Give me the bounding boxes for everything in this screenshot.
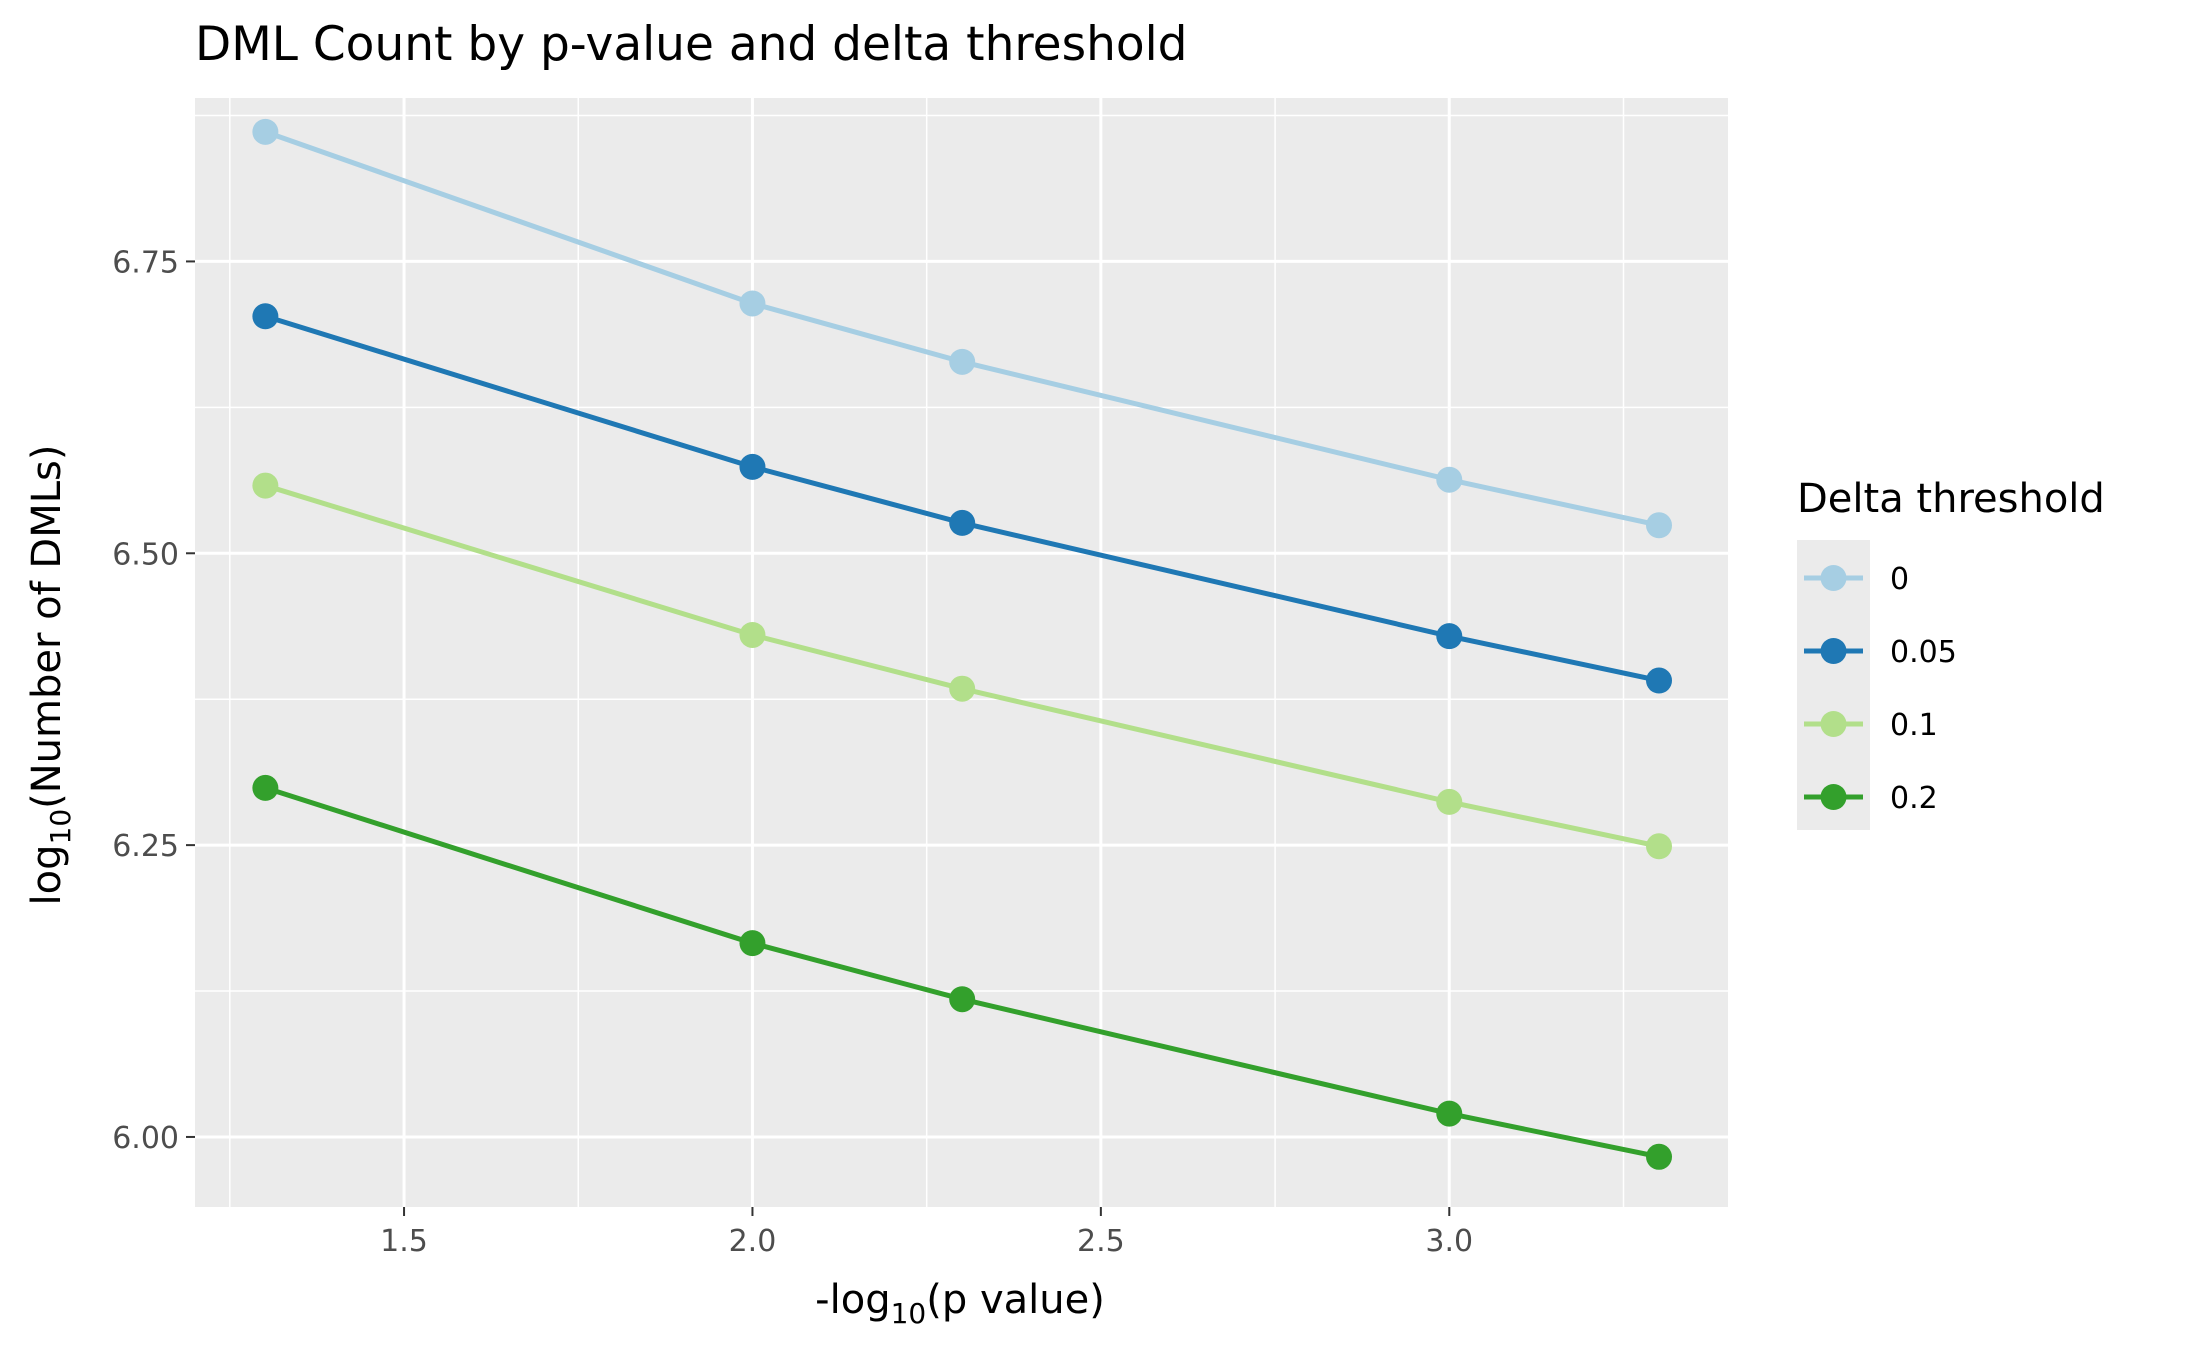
grid-major: [195, 98, 1728, 1207]
data-point: [252, 472, 279, 499]
data-point: [252, 303, 279, 330]
data-point: [1646, 1143, 1673, 1170]
series-2: [252, 472, 1673, 860]
data-point: [1436, 1100, 1463, 1127]
legend-label: 0.05: [1890, 635, 1957, 670]
x-axis-title-suffix: (p value): [926, 1277, 1105, 1323]
y-axis-title-prefix: log: [24, 844, 70, 905]
data-point: [1436, 466, 1463, 493]
y-tick-label: 6.75: [112, 245, 179, 280]
legend-item: 0.05: [1804, 635, 1957, 670]
data-point: [739, 453, 766, 480]
legend-title: Delta threshold: [1797, 476, 2105, 522]
data-point: [1646, 667, 1673, 694]
y-axis-title-subscript: 10: [44, 809, 77, 845]
data-point: [949, 675, 976, 702]
y-axis-title-suffix: (Number of DMLs): [24, 445, 70, 809]
legend-label: 0.1: [1890, 708, 1938, 743]
series-layer: [252, 118, 1673, 1170]
x-tick-label: 1.5: [380, 1224, 428, 1259]
legend-item: 0: [1804, 562, 1909, 597]
data-point: [949, 986, 976, 1013]
legend-label: 0: [1890, 562, 1909, 597]
data-point: [739, 930, 766, 957]
data-point: [1646, 512, 1673, 539]
legend-item: 0.1: [1804, 708, 1938, 743]
data-point: [1436, 623, 1463, 650]
data-point: [1646, 833, 1673, 860]
y-tick-label: 6.25: [112, 829, 179, 864]
x-axis-title: -log10(p value): [815, 1277, 1105, 1330]
x-tick-label: 3.0: [1425, 1224, 1473, 1259]
series-0: [252, 118, 1673, 539]
data-point: [1436, 788, 1463, 815]
legend-item: 0.2: [1804, 781, 1938, 816]
legend: Delta threshold 0 0.05 0.1 0.2: [1797, 476, 2105, 830]
data-point: [949, 509, 976, 536]
legend-key-point: [1820, 784, 1847, 810]
y-tick-label: 6.00: [112, 1121, 179, 1156]
x-axis-title-subscript: 10: [891, 1297, 927, 1330]
y-axis-title: log10(Number of DMLs): [24, 445, 77, 906]
x-axis: 1.5 2.0 2.5 3.0: [380, 1207, 1473, 1259]
data-point: [739, 290, 766, 317]
x-tick-label: 2.5: [1077, 1224, 1125, 1259]
x-tick-label: 2.0: [729, 1224, 777, 1259]
y-axis: 6.00 6.25 6.50 6.75: [112, 245, 195, 1156]
series-1: [252, 303, 1673, 694]
data-point: [252, 774, 279, 801]
data-point: [949, 348, 976, 375]
legend-key-point: [1820, 638, 1847, 664]
data-point: [252, 118, 279, 145]
legend-key-point: [1820, 565, 1847, 591]
legend-label: 0.2: [1890, 781, 1938, 816]
x-axis-title-prefix: -log: [815, 1277, 890, 1323]
series-3: [252, 774, 1673, 1170]
data-point: [739, 621, 766, 648]
chart-title: DML Count by p-value and delta threshold: [195, 17, 1188, 72]
plot-panel: [195, 98, 1728, 1207]
legend-key-point: [1820, 711, 1847, 737]
y-tick-label: 6.50: [112, 537, 179, 572]
legend-items: 0 0.05 0.1 0.2: [1804, 562, 1957, 816]
